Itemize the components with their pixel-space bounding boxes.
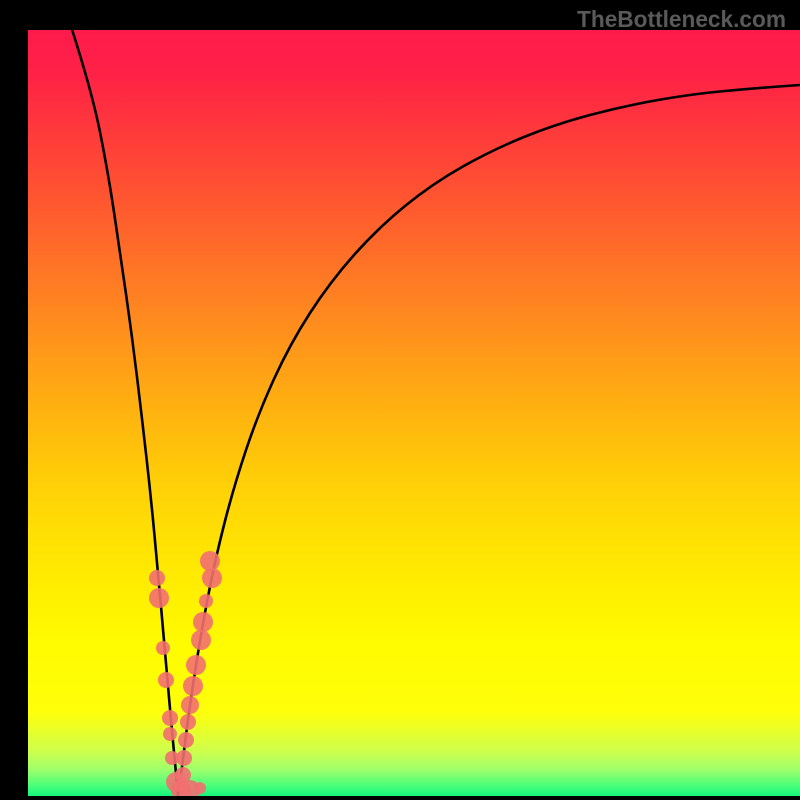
scatter-point — [149, 588, 169, 608]
scatter-point — [181, 696, 199, 714]
scatter-point — [156, 641, 170, 655]
scatter-point — [175, 767, 191, 783]
border-left — [0, 0, 28, 800]
scatter-point — [194, 782, 206, 794]
scatter-point — [149, 570, 165, 586]
scatter-point — [178, 732, 194, 748]
scatter-point — [191, 630, 211, 650]
scatter-point — [158, 672, 174, 688]
scatter-point — [186, 655, 206, 675]
scatter-point — [199, 594, 213, 608]
scatter-point — [180, 714, 196, 730]
chart-overlay — [0, 0, 800, 800]
curve-right-branch — [178, 85, 800, 796]
border-bottom — [0, 796, 800, 800]
scatter-point — [200, 551, 220, 571]
attribution-label: TheBottleneck.com — [577, 6, 786, 33]
scatter-point — [163, 727, 177, 741]
scatter-point — [162, 710, 178, 726]
scatter-point — [202, 568, 222, 588]
scatter-point — [183, 676, 203, 696]
scatter-markers — [149, 551, 222, 800]
scatter-point — [176, 750, 192, 766]
scatter-point — [193, 612, 213, 632]
stage: TheBottleneck.com — [0, 0, 800, 800]
